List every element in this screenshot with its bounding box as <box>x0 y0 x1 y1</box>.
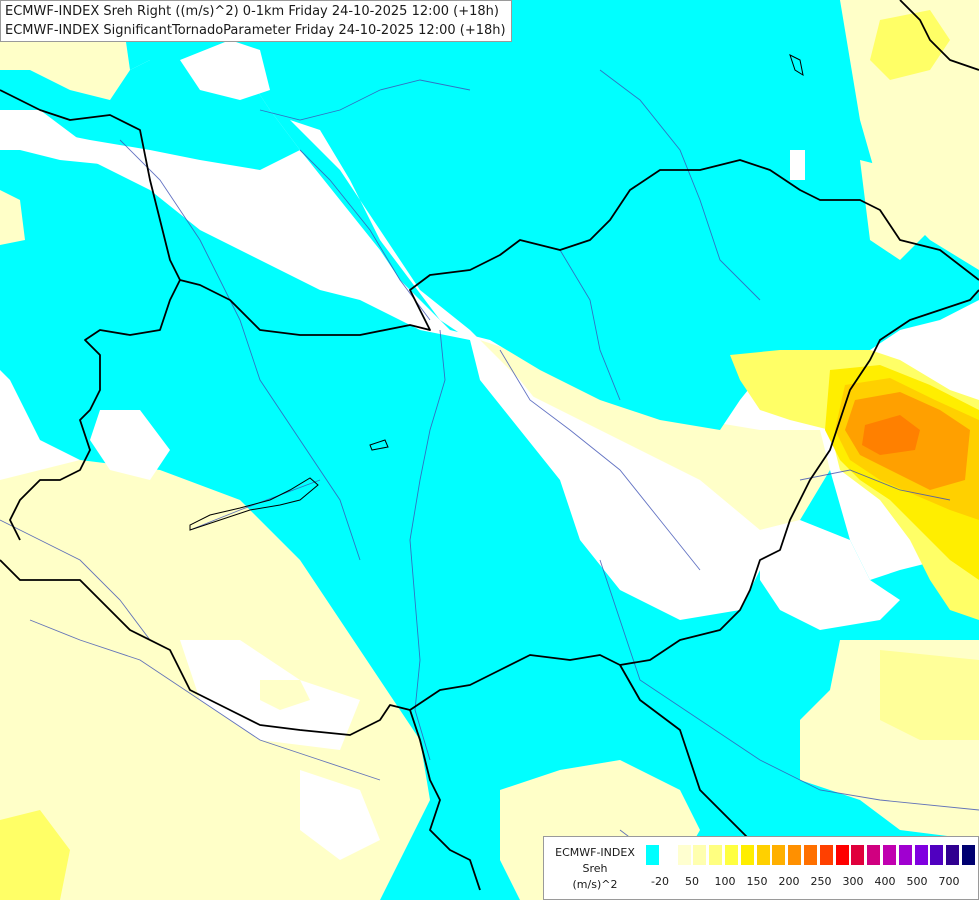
legend-swatch-7 <box>756 845 770 865</box>
high-shear-core <box>0 10 979 900</box>
legend-tick-8: 500 <box>906 875 928 888</box>
legend-model-label: ECMWF-INDEX <box>555 846 635 859</box>
title-line-1: ECMWF-INDEX Sreh Right ((m/s)^2) 0-1km F… <box>5 4 499 19</box>
map-title-box: ECMWF-INDEX Sreh Right ((m/s)^2) 0-1km F… <box>0 0 512 42</box>
legend-variable-label: Sreh <box>582 862 608 875</box>
legend-swatch-18 <box>930 845 944 865</box>
legend-swatch-17 <box>914 845 928 865</box>
legend-tick-6: 300 <box>842 875 864 888</box>
legend-swatch-10 <box>804 845 817 865</box>
legend-tick-0: -20 <box>651 875 669 888</box>
legend-swatch-2 <box>677 845 691 865</box>
legend-swatch-4 <box>709 845 723 865</box>
legend-swatch-14 <box>867 845 881 865</box>
legend-tick-7: 400 <box>874 875 896 888</box>
legend-swatch-8 <box>772 845 786 865</box>
legend-tick-4: 200 <box>778 875 800 888</box>
legend-swatch-6 <box>740 845 754 865</box>
lakes <box>189 54 804 531</box>
legend-swatch-1 <box>661 845 675 865</box>
legend-tick-9: 700 <box>938 875 960 888</box>
pale-yellow-patches <box>0 160 930 840</box>
color-legend: ECMWF-INDEX Sreh (m/s)^2 -20 50 100 150 200 2… <box>543 836 979 900</box>
legend-swatch-13 <box>851 845 865 865</box>
legend-unit-label: (m/s)^2 <box>572 878 618 891</box>
legend-tick-5: 250 <box>810 875 832 888</box>
legend-swatch-9 <box>788 845 802 865</box>
title-line-2: ECMWF-INDEX SignificantTornadoParameter … <box>5 23 506 38</box>
legend-tick-1: 50 <box>685 875 699 888</box>
legend-swatch-15 <box>883 845 896 865</box>
legend-swatch-19 <box>946 845 960 865</box>
legend-swatch-16 <box>898 845 912 865</box>
legend-swatch-12 <box>835 845 849 865</box>
legend-swatch-5 <box>725 845 738 865</box>
legend-tick-3: 150 <box>746 875 768 888</box>
legend-swatch-0 <box>646 845 659 865</box>
legend-swatch-11 <box>819 845 833 865</box>
legend-swatch-3 <box>693 845 707 865</box>
legend-tick-2: 100 <box>714 875 736 888</box>
legend-swatch-20 <box>962 845 975 865</box>
